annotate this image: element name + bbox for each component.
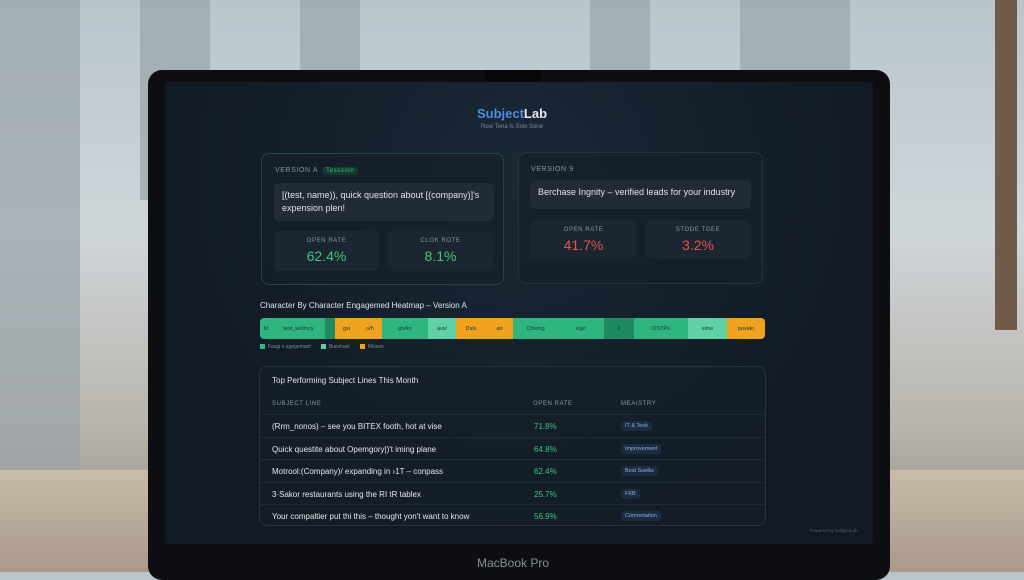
- table-row[interactable]: 3·Sakor restaurants using the RI tR tabl…: [260, 481, 765, 504]
- version-b-card: [518, 152, 763, 284]
- row-industry-badge: Bost Suelks: [621, 466, 659, 476]
- heatmap-segment: gsi: [335, 318, 358, 339]
- heatmap-segment: arl: [486, 318, 513, 339]
- heatmap-segment: Dsls: [456, 318, 486, 339]
- app-tagline: Row Tena Is Sow Sone: [481, 124, 543, 130]
- row-subject: Quick questite about Opemgory|)'t iming …: [272, 444, 437, 454]
- heatmap-segment: vlg/r: [558, 318, 604, 339]
- row-subject: 3·Sakor restaurants using the RI tR tabl…: [272, 489, 421, 499]
- background-building: [300, 0, 360, 80]
- background-building: [740, 0, 850, 80]
- legend-swatch: [260, 344, 265, 350]
- heatmap-segment: test_wolmcy: [272, 318, 325, 339]
- table-row[interactable]: Quick questite about Opemgory|)'t iming …: [260, 436, 765, 459]
- row-industry-badge: FKB: [621, 488, 640, 499]
- device-label: MacBook Pro: [476, 556, 550, 570]
- row-open-rate: 56.9%: [534, 512, 557, 521]
- legend-swatch: [320, 344, 326, 350]
- row-open-rate: 62.4%: [534, 467, 557, 476]
- legend-label: Bueshaxt: [328, 344, 350, 350]
- heatmap-segment: gn/kn: [382, 318, 428, 339]
- heatmap-segment: Chiving: [513, 318, 558, 339]
- version-b-label: VERSION 9: [531, 166, 574, 173]
- table-row[interactable]: (Rrm_nonos) – see you BITEX footh, hot a…: [260, 414, 765, 436]
- version-a-open-rate: OPEN RATE 62.4%: [274, 231, 379, 271]
- background-building: [0, 0, 80, 480]
- row-industry-badge: IT & Teok: [621, 421, 653, 431]
- logo-part-1: Subject: [476, 106, 524, 121]
- row-subject: Motrool:(Company)/ expanding in ›1T – co…: [272, 467, 444, 476]
- version-b-subject: Berchase Ingnity – verified leads for yo…: [530, 180, 751, 209]
- logo-part-2: Lab: [523, 106, 548, 121]
- version-a-click-rate: CLOK ROTE 8.1%: [388, 231, 493, 271]
- top-subjects-title: Top Performing Subject Lines This Month: [272, 376, 419, 385]
- legend-item: Bueshaxt: [320, 344, 350, 350]
- row-subject: (Rrm_nonos) – see you BITEX footh, hot a…: [272, 422, 442, 431]
- row-open-rate: 71.8%: [534, 422, 557, 431]
- heatmap-segment: X: [604, 318, 634, 339]
- header-industry: MEAISTRY: [621, 401, 657, 407]
- heatmap-legend: Fasgi n agegemant Bueshaxt Kilsses: [260, 344, 384, 350]
- header-open-rate: OPEN RATE: [533, 401, 573, 407]
- heatmap-title: Character By Character Engagemed Heatmap…: [260, 301, 467, 310]
- footer-powered-by: Powered by SubjectLab: [810, 528, 858, 533]
- row-open-rate: 25.7%: [534, 489, 557, 499]
- top-subjects-card: [259, 366, 766, 526]
- legend-label: Fasgi n agegemant: [268, 344, 311, 350]
- heatmap-segment: [325, 318, 335, 339]
- heatmap-segment: sime: [688, 318, 727, 339]
- background-pillar: [995, 0, 1017, 330]
- heatmap-segment: b/: [260, 318, 272, 339]
- version-a-subject: [(test, name)), quick question about [(c…: [274, 183, 494, 221]
- row-industry-badge: Comrertation: [621, 511, 661, 521]
- legend-label: Kilsses: [367, 344, 384, 350]
- version-a-badge: Tesssion: [322, 167, 359, 175]
- row-open-rate: 64.8%: [534, 444, 557, 454]
- version-a-label: VERSION A Tesssion: [275, 167, 359, 175]
- header-subject: SUBJECT LINE: [272, 401, 322, 407]
- background-building: [590, 0, 650, 75]
- legend-item: Fasgi n agegemant: [260, 344, 311, 350]
- app-logo: SubjectLab: [0, 106, 1024, 121]
- table-row[interactable]: Your compaltier put thi this – thought y…: [260, 504, 765, 526]
- version-b-second-metric: STODE TGEE 3.2%: [645, 220, 751, 259]
- heatmap-segment: OSTPs: [634, 318, 688, 339]
- heatmap-segment: avs/: [428, 318, 456, 339]
- row-subject: Your compaltier put thi this – thought y…: [272, 512, 470, 521]
- table-row[interactable]: Motrool:(Company)/ expanding in ›1T – co…: [260, 459, 765, 481]
- version-b-open-rate: OPEN RATE 41.7%: [531, 220, 636, 259]
- legend-item: Kilsses: [359, 344, 384, 350]
- heatmap-segment: povelo: [727, 318, 765, 339]
- heatmap-bar: b/test_wolmcy gsi o/h gn/kn avs/Dsls arl Chivi…: [260, 318, 765, 339]
- row-industry-badge: Improvement: [621, 443, 662, 454]
- heatmap-segment: o/h: [358, 318, 382, 339]
- camera-notch: [485, 70, 541, 82]
- legend-swatch: [359, 344, 365, 350]
